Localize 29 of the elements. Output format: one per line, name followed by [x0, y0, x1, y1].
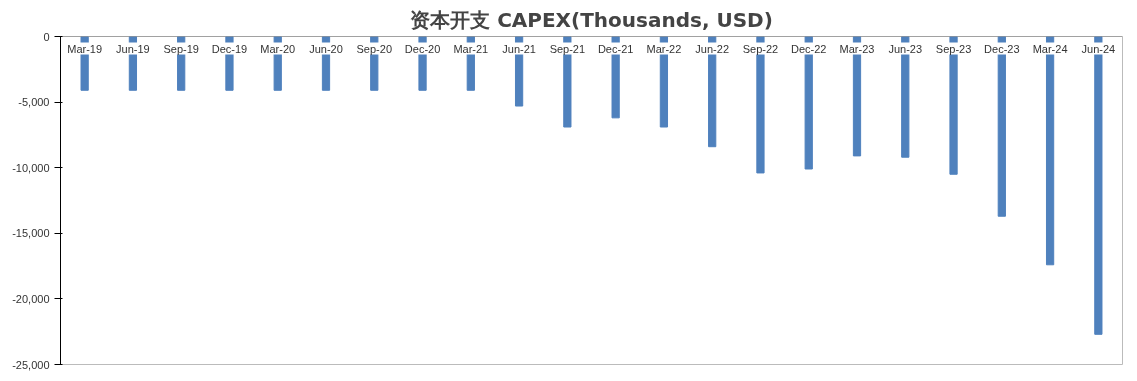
x-tick-label: Jun-19 — [116, 42, 150, 55]
y-tick-label: -25,000 — [12, 358, 50, 371]
x-tick-label: Sep-21 — [549, 42, 586, 55]
y-tick-label: 0 — [43, 30, 50, 43]
x-tick-label: Jun-22 — [695, 42, 730, 55]
x-tick-label: Mar-20 — [260, 42, 296, 55]
x-tick-label: Mar-21 — [453, 42, 489, 55]
x-tick-label: Jun-20 — [309, 42, 343, 55]
x-tick-label: Dec-23 — [984, 42, 1020, 55]
y-tick-label: -20,000 — [12, 292, 50, 305]
x-tick-label: Jun-24 — [1081, 42, 1116, 55]
chart-title: 资本开支 CAPEX(Thousands, USD) — [410, 7, 773, 32]
x-tick-label: Mar-24 — [1032, 42, 1068, 55]
x-tick-label: Jun-23 — [888, 42, 923, 55]
x-tick-label: Sep-20 — [356, 42, 393, 55]
x-tick-label: Sep-19 — [163, 42, 199, 55]
x-tick-label: Dec-19 — [211, 42, 248, 55]
x-tick-label: Mar-23 — [839, 42, 875, 55]
x-tick-label: Sep-23 — [935, 42, 972, 55]
x-tick-label: Sep-22 — [742, 42, 779, 55]
x-tick-label: Mar-19 — [67, 42, 103, 55]
y-tick-label: -10,000 — [12, 161, 50, 174]
x-tick-label: Dec-21 — [597, 42, 634, 55]
x-tick-label: Mar-22 — [646, 42, 682, 55]
y-tick-label: -15,000 — [12, 227, 50, 240]
y-tick-label: -5,000 — [18, 96, 50, 109]
x-tick-label: Dec-22 — [791, 42, 827, 55]
x-tick-label: Dec-20 — [404, 42, 441, 55]
x-tick-label: Jun-21 — [502, 42, 536, 55]
